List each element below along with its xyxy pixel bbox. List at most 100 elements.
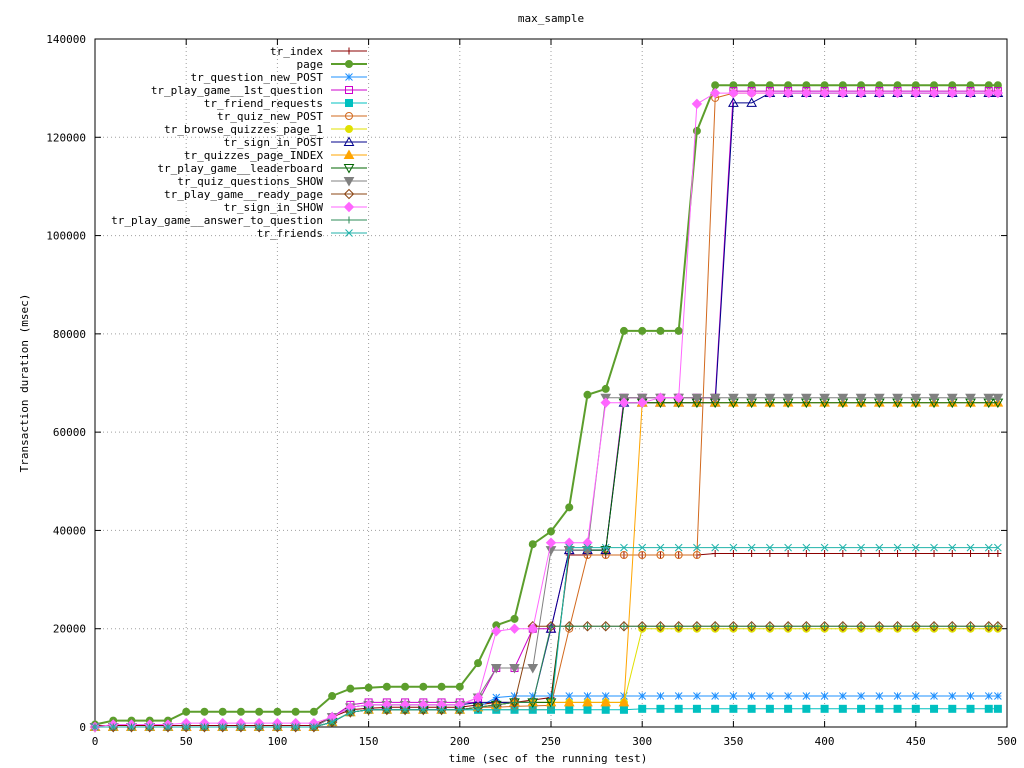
data-point	[455, 705, 464, 714]
data-point	[839, 622, 847, 630]
legend-marker	[343, 164, 355, 174]
data-point	[565, 705, 574, 714]
data-point	[729, 550, 737, 558]
data-point	[455, 682, 464, 691]
x-tick-label: 400	[815, 735, 835, 748]
data-point	[582, 621, 593, 632]
data-point	[875, 622, 883, 630]
data-point	[782, 393, 794, 404]
data-point	[728, 393, 739, 404]
legend-label: tr_play_game__answer_to_question	[111, 214, 323, 227]
data-point	[894, 622, 902, 630]
data-point	[820, 543, 829, 552]
data-point	[510, 705, 519, 714]
legend-label: tr_play_game__ready_page	[164, 188, 323, 201]
data-point	[746, 393, 757, 404]
x-tick-label: 200	[450, 735, 470, 748]
data-point	[509, 697, 520, 708]
data-point	[309, 707, 318, 716]
data-point	[237, 723, 245, 731]
data-point	[583, 692, 592, 700]
x-tick-label: 100	[267, 735, 287, 748]
axis-ticks: 0 50 100 150 200 250 300 350 400 450 500 0 20000 4000…	[46, 33, 1017, 748]
x-tick-label: 150	[359, 735, 379, 748]
data-point	[928, 393, 940, 404]
data-point	[802, 704, 811, 713]
data-point	[563, 696, 575, 707]
legend-marker	[343, 201, 355, 213]
data-point	[948, 622, 956, 630]
data-point	[218, 707, 227, 716]
data-point	[910, 87, 922, 99]
data-point	[401, 705, 409, 714]
series-line	[95, 547, 998, 728]
data-point	[691, 393, 703, 404]
data-point	[180, 721, 192, 733]
data-point	[711, 81, 720, 90]
legend-marker	[345, 47, 353, 55]
data-point	[601, 543, 610, 552]
data-point	[802, 622, 810, 630]
series-tr_sign_in_SHOW	[89, 87, 1004, 733]
data-point	[619, 551, 628, 559]
data-point	[618, 621, 630, 632]
data-point	[766, 543, 774, 552]
series-group	[89, 81, 1004, 733]
y-tick-label: 140000	[46, 33, 86, 46]
legend-item: tr_index	[270, 45, 367, 58]
data-point	[819, 87, 830, 99]
data-point	[930, 543, 938, 552]
x-tick-label: 300	[632, 735, 652, 748]
data-point	[930, 692, 938, 700]
data-point	[965, 87, 976, 99]
data-point	[983, 621, 994, 632]
legend-label: tr_question_new_POST	[191, 71, 324, 84]
data-point	[985, 622, 993, 630]
data-point	[437, 705, 446, 714]
data-point	[819, 393, 830, 404]
data-point	[674, 551, 683, 559]
data-point	[784, 692, 792, 700]
data-point	[472, 692, 484, 703]
data-point	[618, 397, 630, 408]
data-point	[382, 682, 391, 691]
data-point	[164, 723, 172, 731]
data-point	[529, 698, 537, 706]
legend-item: tr_quiz_new_POST	[217, 110, 367, 123]
data-point	[966, 692, 975, 700]
data-point	[892, 393, 903, 404]
data-point	[419, 682, 428, 691]
data-point	[600, 397, 611, 408]
data-point	[692, 551, 701, 559]
data-point	[656, 622, 664, 630]
data-point	[985, 550, 993, 558]
data-point	[928, 87, 940, 99]
data-point	[837, 393, 849, 404]
data-point	[601, 692, 610, 700]
data-point	[454, 704, 466, 716]
data-point	[328, 718, 336, 726]
data-point	[857, 622, 865, 630]
data-point	[655, 392, 666, 403]
data-point	[636, 397, 648, 408]
data-point	[984, 543, 993, 552]
data-point	[346, 708, 355, 717]
y-tick-label: 100000	[46, 230, 86, 243]
legend-item: page	[297, 58, 367, 71]
data-point	[236, 707, 245, 716]
series-tr_friends	[91, 543, 1002, 731]
data-point	[273, 723, 282, 731]
data-point	[583, 390, 592, 399]
data-point	[547, 527, 555, 536]
data-point	[582, 537, 593, 548]
data-point	[674, 326, 683, 335]
data-point	[820, 692, 829, 700]
data-point	[709, 87, 721, 99]
data-point	[746, 97, 757, 107]
data-point	[638, 551, 647, 559]
data-point	[656, 326, 665, 335]
data-point	[820, 704, 829, 713]
data-point	[747, 704, 756, 713]
